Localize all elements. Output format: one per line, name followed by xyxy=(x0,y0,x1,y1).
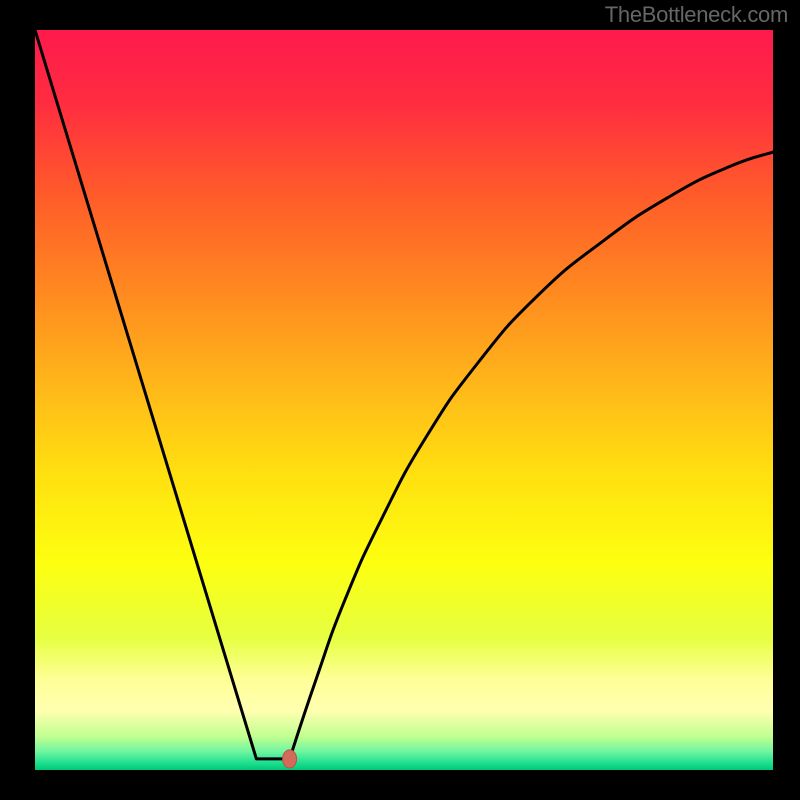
chart-curve-layer xyxy=(35,30,773,770)
optimum-marker xyxy=(283,750,297,768)
bottleneck-curve-path xyxy=(35,30,773,759)
chart-plot-area xyxy=(35,30,773,770)
watermark-text: TheBottleneck.com xyxy=(605,2,788,28)
